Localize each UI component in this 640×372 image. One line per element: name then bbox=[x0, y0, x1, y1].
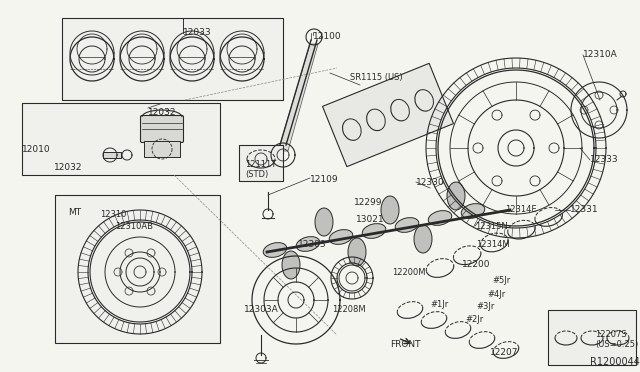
Text: 12032: 12032 bbox=[148, 108, 177, 117]
Text: (STD): (STD) bbox=[245, 170, 268, 179]
Text: MT: MT bbox=[68, 208, 81, 217]
Text: 12033: 12033 bbox=[183, 28, 212, 37]
Text: 12331: 12331 bbox=[570, 205, 598, 214]
Bar bbox=[62, 18, 283, 100]
Bar bbox=[548, 310, 636, 365]
Text: 12315N: 12315N bbox=[475, 222, 508, 231]
Text: 12207: 12207 bbox=[490, 348, 518, 357]
Ellipse shape bbox=[461, 203, 484, 218]
Ellipse shape bbox=[428, 211, 452, 225]
Text: 12032: 12032 bbox=[54, 163, 83, 172]
Ellipse shape bbox=[315, 208, 333, 236]
Text: 12207S: 12207S bbox=[595, 330, 627, 339]
Text: FRONT: FRONT bbox=[390, 340, 420, 349]
Text: #2Jr: #2Jr bbox=[465, 315, 483, 324]
Ellipse shape bbox=[447, 182, 465, 210]
Text: 12310: 12310 bbox=[100, 210, 126, 219]
Polygon shape bbox=[323, 63, 454, 167]
Text: 12100: 12100 bbox=[313, 32, 342, 41]
Ellipse shape bbox=[381, 196, 399, 224]
Text: 12310AB: 12310AB bbox=[115, 222, 153, 231]
Text: 12299: 12299 bbox=[354, 198, 383, 207]
Text: SR1115 (US): SR1115 (US) bbox=[350, 73, 403, 82]
Text: 12200: 12200 bbox=[462, 260, 490, 269]
Text: 12200M: 12200M bbox=[392, 268, 426, 277]
Bar bbox=[55, 195, 220, 343]
Text: #4Jr: #4Jr bbox=[487, 290, 505, 299]
Bar bbox=[22, 103, 220, 175]
Bar bbox=[103, 152, 121, 158]
FancyBboxPatch shape bbox=[239, 145, 283, 181]
Text: #3Jr: #3Jr bbox=[476, 302, 494, 311]
Text: 12314E: 12314E bbox=[505, 205, 536, 214]
Text: 12010: 12010 bbox=[22, 145, 51, 154]
Ellipse shape bbox=[282, 251, 300, 279]
Text: 12333: 12333 bbox=[590, 155, 619, 164]
Text: 12314M: 12314M bbox=[476, 240, 509, 249]
Text: #1Jr: #1Jr bbox=[430, 300, 448, 309]
Ellipse shape bbox=[348, 238, 366, 266]
Text: 12303A: 12303A bbox=[244, 305, 279, 314]
Ellipse shape bbox=[362, 224, 386, 238]
Text: 12109: 12109 bbox=[310, 175, 339, 184]
Text: 12310A: 12310A bbox=[583, 50, 618, 59]
Ellipse shape bbox=[414, 225, 432, 253]
Ellipse shape bbox=[263, 243, 287, 257]
Ellipse shape bbox=[296, 237, 320, 251]
Polygon shape bbox=[278, 44, 318, 151]
Ellipse shape bbox=[396, 218, 419, 232]
Ellipse shape bbox=[329, 230, 353, 244]
Text: R1200044: R1200044 bbox=[590, 357, 640, 367]
Bar bbox=[144, 141, 180, 157]
Text: 12330: 12330 bbox=[416, 178, 445, 187]
Text: #5Jr: #5Jr bbox=[492, 276, 510, 285]
Text: 12208M: 12208M bbox=[332, 305, 365, 314]
Text: 13021: 13021 bbox=[356, 215, 385, 224]
Text: 12303: 12303 bbox=[298, 240, 326, 249]
Text: (US=0.25): (US=0.25) bbox=[595, 340, 638, 349]
Text: 12111T: 12111T bbox=[245, 160, 276, 169]
FancyBboxPatch shape bbox=[141, 115, 184, 142]
